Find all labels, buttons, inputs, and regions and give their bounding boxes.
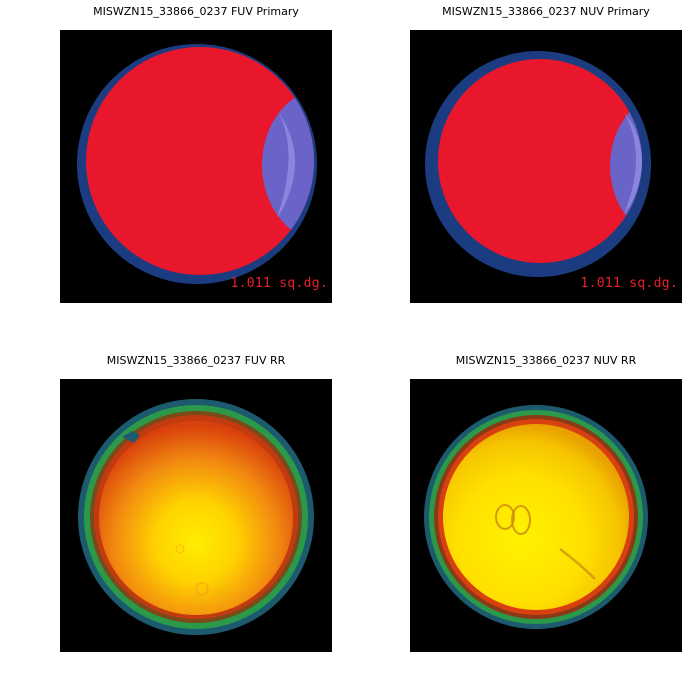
panel-title: MISWZN15_33866_0237 NUV Primary: [442, 5, 650, 18]
area-label: 1.011 sq.dg.: [580, 276, 678, 291]
nuv-rr-image: [410, 379, 682, 652]
fuv-primary-image: 1.011 sq.dg.: [60, 30, 332, 303]
area-label: 1.011 sq.dg.: [230, 276, 328, 291]
panel-title: MISWZN15_33866_0237 FUV RR: [106, 354, 286, 367]
panel-title: MISWZN15_33866_0237 NUV RR: [455, 354, 637, 367]
nuv-primary-image: 1.011 sq.dg.: [410, 30, 682, 303]
panel-title: MISWZN15_33866_0237 FUV Primary: [93, 5, 299, 18]
fuv-rr-image: [60, 379, 332, 652]
